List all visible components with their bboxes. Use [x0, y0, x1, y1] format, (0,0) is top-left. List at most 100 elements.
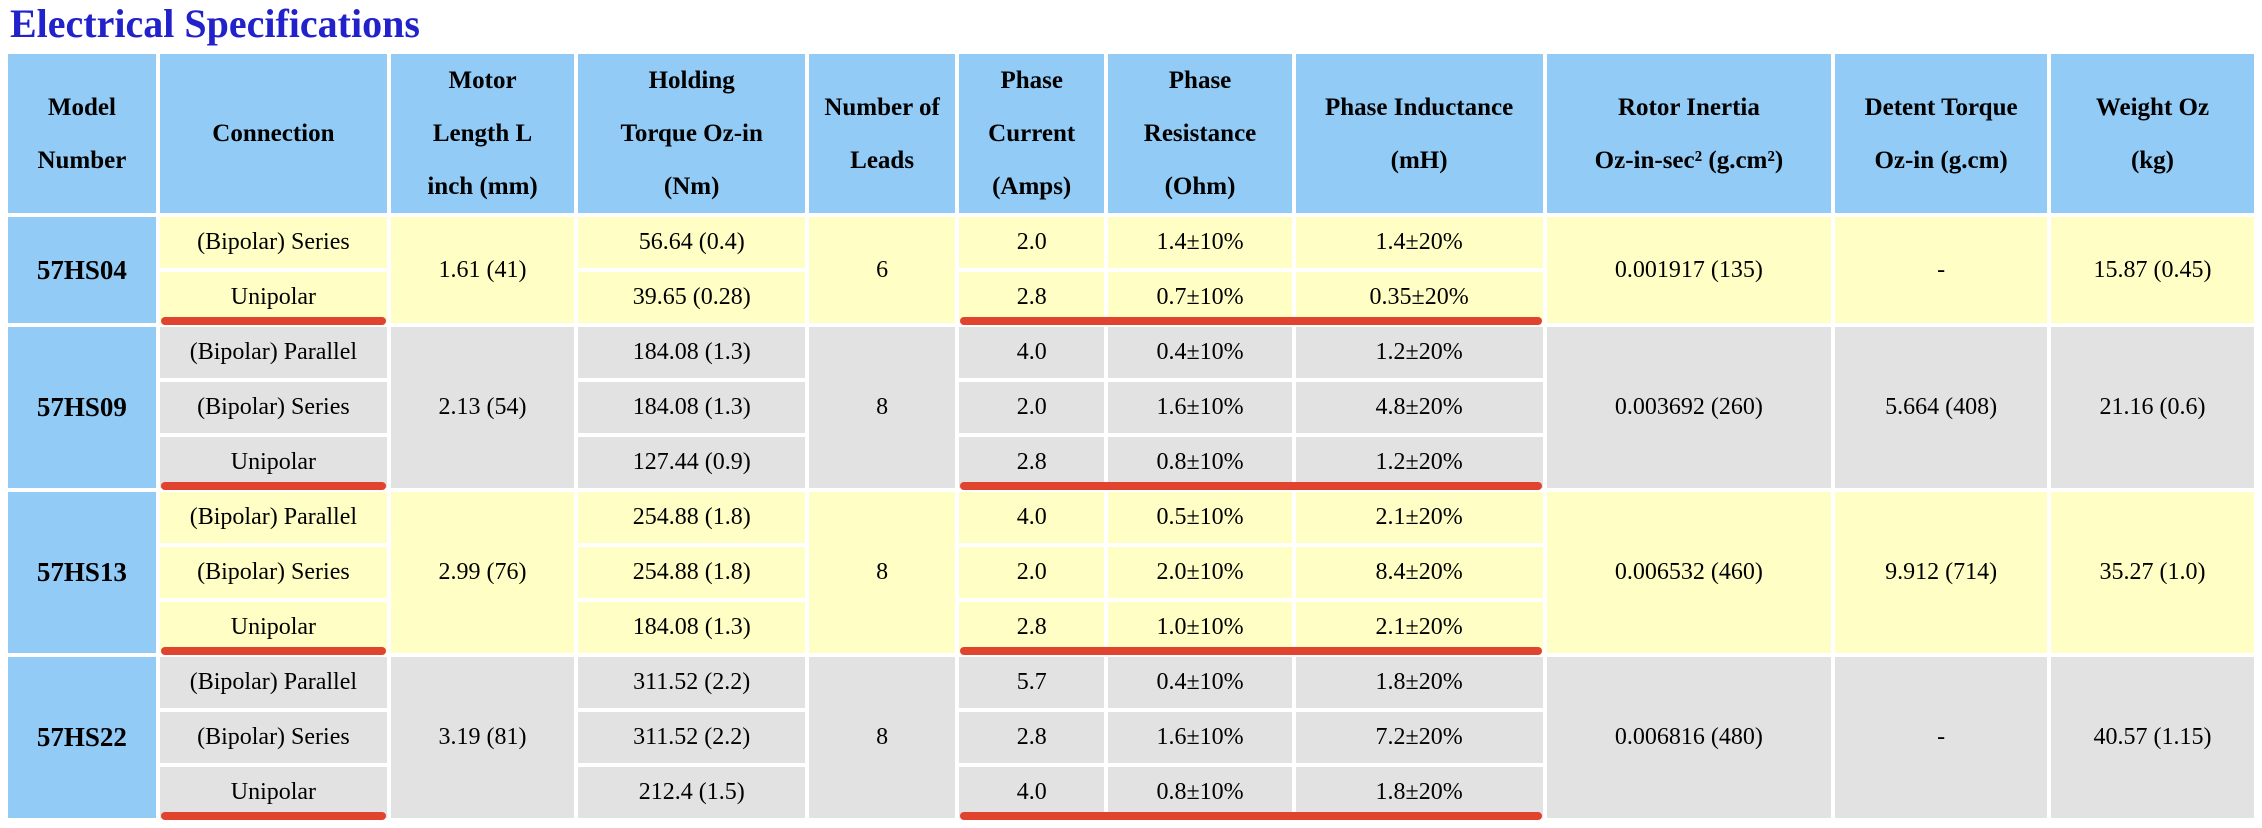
detent-torque-cell: 9.912 (714) [1835, 492, 2047, 653]
weight-cell: 15.87 (0.45) [2050, 217, 2254, 323]
phase-resistance-cell-underlined: 0.8±10% [1103, 437, 1297, 490]
holding-torque-cell: 39.65 (0.28) [578, 272, 806, 323]
table-row: (Bipolar) Series 254.88 (1.8) 2.0 2.0±10… [8, 547, 2254, 598]
connection-cell: (Bipolar) Series [159, 217, 387, 268]
connection-cell-underlined: Unipolar [159, 272, 387, 325]
phase-current-cell-underlined: 4.0 [958, 767, 1110, 820]
phase-resistance-cell: 2.0±10% [1108, 547, 1292, 598]
col-header-rotor-inertia: Rotor Inertia Oz-in-sec² (g.cm²) [1546, 54, 1832, 213]
holding-torque-cell: 254.88 (1.8) [578, 547, 806, 598]
page-title: Electrical Specifications [10, 1, 420, 46]
table-row: 57HS13 (Bipolar) Parallel 2.99 (76) 254.… [8, 492, 2254, 653]
col-header-detent-torque: Detent Torque Oz-in (g.cm) [1835, 54, 2047, 213]
table-row: Unipolar 39.65 (0.28) 2.8 0.7±10% 0.35±2… [8, 272, 2254, 325]
model-number-cell: 57HS22 [8, 657, 156, 818]
holding-torque-cell: 184.08 (1.3) [578, 602, 806, 653]
weight-cell: 21.16 (0.6) [2050, 327, 2254, 488]
col-header-connection: Connection [159, 54, 387, 213]
phase-current-cell-underlined: 2.8 [958, 602, 1110, 655]
phase-resistance-cell-underlined: 1.0±10% [1103, 602, 1297, 655]
leads-cell: 8 [809, 657, 955, 818]
detent-torque-cell: - [1835, 657, 2047, 818]
phase-current-cell-underlined: 2.8 [958, 272, 1110, 325]
model-group-57HS04: 57HS04 (Bipolar) Series 1.61 (41) 56.64 … [8, 217, 2254, 325]
rotor-inertia-cell: 0.001917 (135) [1546, 217, 1832, 323]
model-group-57HS13: 57HS13 (Bipolar) Parallel 2.99 (76) 254.… [8, 492, 2254, 655]
detent-torque-cell: 5.664 (408) [1835, 327, 2047, 488]
leads-cell: 6 [809, 217, 955, 323]
phase-inductance-cell: 1.2±20% [1295, 327, 1543, 378]
detent-torque-cell: - [1835, 217, 2047, 323]
phase-resistance-cell: 0.4±10% [1108, 327, 1292, 378]
motor-length-cell: 3.19 (81) [391, 657, 575, 818]
rotor-inertia-cell: 0.003692 (260) [1546, 327, 1832, 488]
phase-inductance-cell: 4.8±20% [1295, 382, 1543, 433]
phase-inductance-cell: 1.8±20% [1295, 657, 1543, 708]
connection-cell-underlined: Unipolar [159, 437, 387, 490]
col-header-phase-inductance: Phase Inductance (mH) [1295, 54, 1543, 213]
rotor-inertia-cell: 0.006816 (480) [1546, 657, 1832, 818]
holding-torque-cell: 254.88 (1.8) [578, 492, 806, 543]
phase-current-cell: 2.0 [958, 217, 1105, 268]
phase-current-cell: 2.0 [958, 547, 1105, 598]
connection-cell: (Bipolar) Series [159, 382, 387, 433]
connection-cell: (Bipolar) Parallel [159, 492, 387, 543]
phase-current-cell: 2.8 [958, 712, 1105, 763]
connection-cell-underlined: Unipolar [159, 602, 387, 655]
model-number-cell: 57HS09 [8, 327, 156, 488]
holding-torque-cell: 212.4 (1.5) [578, 767, 806, 818]
connection-cell: (Bipolar) Series [159, 547, 387, 598]
holding-torque-cell: 56.64 (0.4) [578, 217, 806, 268]
col-header-weight: Weight Oz (kg) [2050, 54, 2254, 213]
phase-inductance-cell: 1.4±20% [1295, 217, 1543, 268]
phase-resistance-cell-underlined: 0.7±10% [1103, 272, 1297, 325]
phase-inductance-cell-underlined: 0.35±20% [1290, 272, 1543, 325]
holding-torque-cell: 127.44 (0.9) [578, 437, 806, 488]
model-number-cell: 57HS04 [8, 217, 156, 323]
table-row: Unipolar 212.4 (1.5) 4.0 0.8±10% 1.8±20% [8, 767, 2254, 820]
col-header-holding-torque: Holding Torque Oz-in (Nm) [578, 54, 806, 213]
table-row: Unipolar 184.08 (1.3) 2.8 1.0±10% 2.1±20… [8, 602, 2254, 655]
table-row: 57HS09 (Bipolar) Parallel 2.13 (54) 184.… [8, 327, 2254, 488]
phase-current-cell: 2.0 [958, 382, 1105, 433]
table-row: (Bipolar) Series 311.52 (2.2) 2.8 1.6±10… [8, 712, 2254, 763]
holding-torque-cell: 311.52 (2.2) [578, 712, 806, 763]
table-row: (Bipolar) Series 184.08 (1.3) 2.0 1.6±10… [8, 382, 2254, 433]
connection-cell-underlined: Unipolar [159, 767, 387, 820]
connection-cell: (Bipolar) Series [159, 712, 387, 763]
motor-length-cell: 2.13 (54) [391, 327, 575, 488]
col-header-phase-resistance: Phase Resistance (Ohm) [1108, 54, 1292, 213]
table-row: Unipolar 127.44 (0.9) 2.8 0.8±10% 1.2±20… [8, 437, 2254, 490]
holding-torque-cell: 311.52 (2.2) [578, 657, 806, 708]
weight-cell: 40.57 (1.15) [2050, 657, 2254, 818]
electrical-spec-table: Model Number Connection Motor Length L i… [4, 50, 2258, 822]
holding-torque-cell: 184.08 (1.3) [578, 382, 806, 433]
col-header-model-number: Model Number [8, 54, 156, 213]
phase-inductance-cell-underlined: 2.1±20% [1290, 602, 1543, 655]
phase-current-cell-underlined: 2.8 [958, 437, 1110, 490]
table-row: 57HS22 (Bipolar) Parallel 3.19 (81) 311.… [8, 657, 2254, 818]
phase-current-cell: 5.7 [958, 657, 1105, 708]
connection-cell: (Bipolar) Parallel [159, 327, 387, 378]
phase-resistance-cell: 1.6±10% [1108, 712, 1292, 763]
model-number-cell: 57HS13 [8, 492, 156, 653]
phase-current-cell: 4.0 [958, 327, 1105, 378]
weight-cell: 35.27 (1.0) [2050, 492, 2254, 653]
model-group-57HS22: 57HS22 (Bipolar) Parallel 3.19 (81) 311.… [8, 657, 2254, 820]
col-header-motor-length: Motor Length L inch (mm) [391, 54, 575, 213]
motor-length-cell: 1.61 (41) [391, 217, 575, 323]
phase-resistance-cell: 0.4±10% [1108, 657, 1292, 708]
phase-current-cell: 4.0 [958, 492, 1105, 543]
table-row: 57HS04 (Bipolar) Series 1.61 (41) 56.64 … [8, 217, 2254, 323]
phase-inductance-cell: 2.1±20% [1295, 492, 1543, 543]
motor-length-cell: 2.99 (76) [391, 492, 575, 653]
phase-inductance-cell-underlined: 1.8±20% [1290, 767, 1543, 820]
col-header-phase-current: Phase Current (Amps) [958, 54, 1105, 213]
rotor-inertia-cell: 0.006532 (460) [1546, 492, 1832, 653]
model-group-57HS09: 57HS09 (Bipolar) Parallel 2.13 (54) 184.… [8, 327, 2254, 490]
phase-resistance-cell: 0.5±10% [1108, 492, 1292, 543]
header-row: Model Number Connection Motor Length L i… [8, 54, 2254, 213]
leads-cell: 8 [809, 492, 955, 653]
phase-inductance-cell-underlined: 1.2±20% [1290, 437, 1543, 490]
